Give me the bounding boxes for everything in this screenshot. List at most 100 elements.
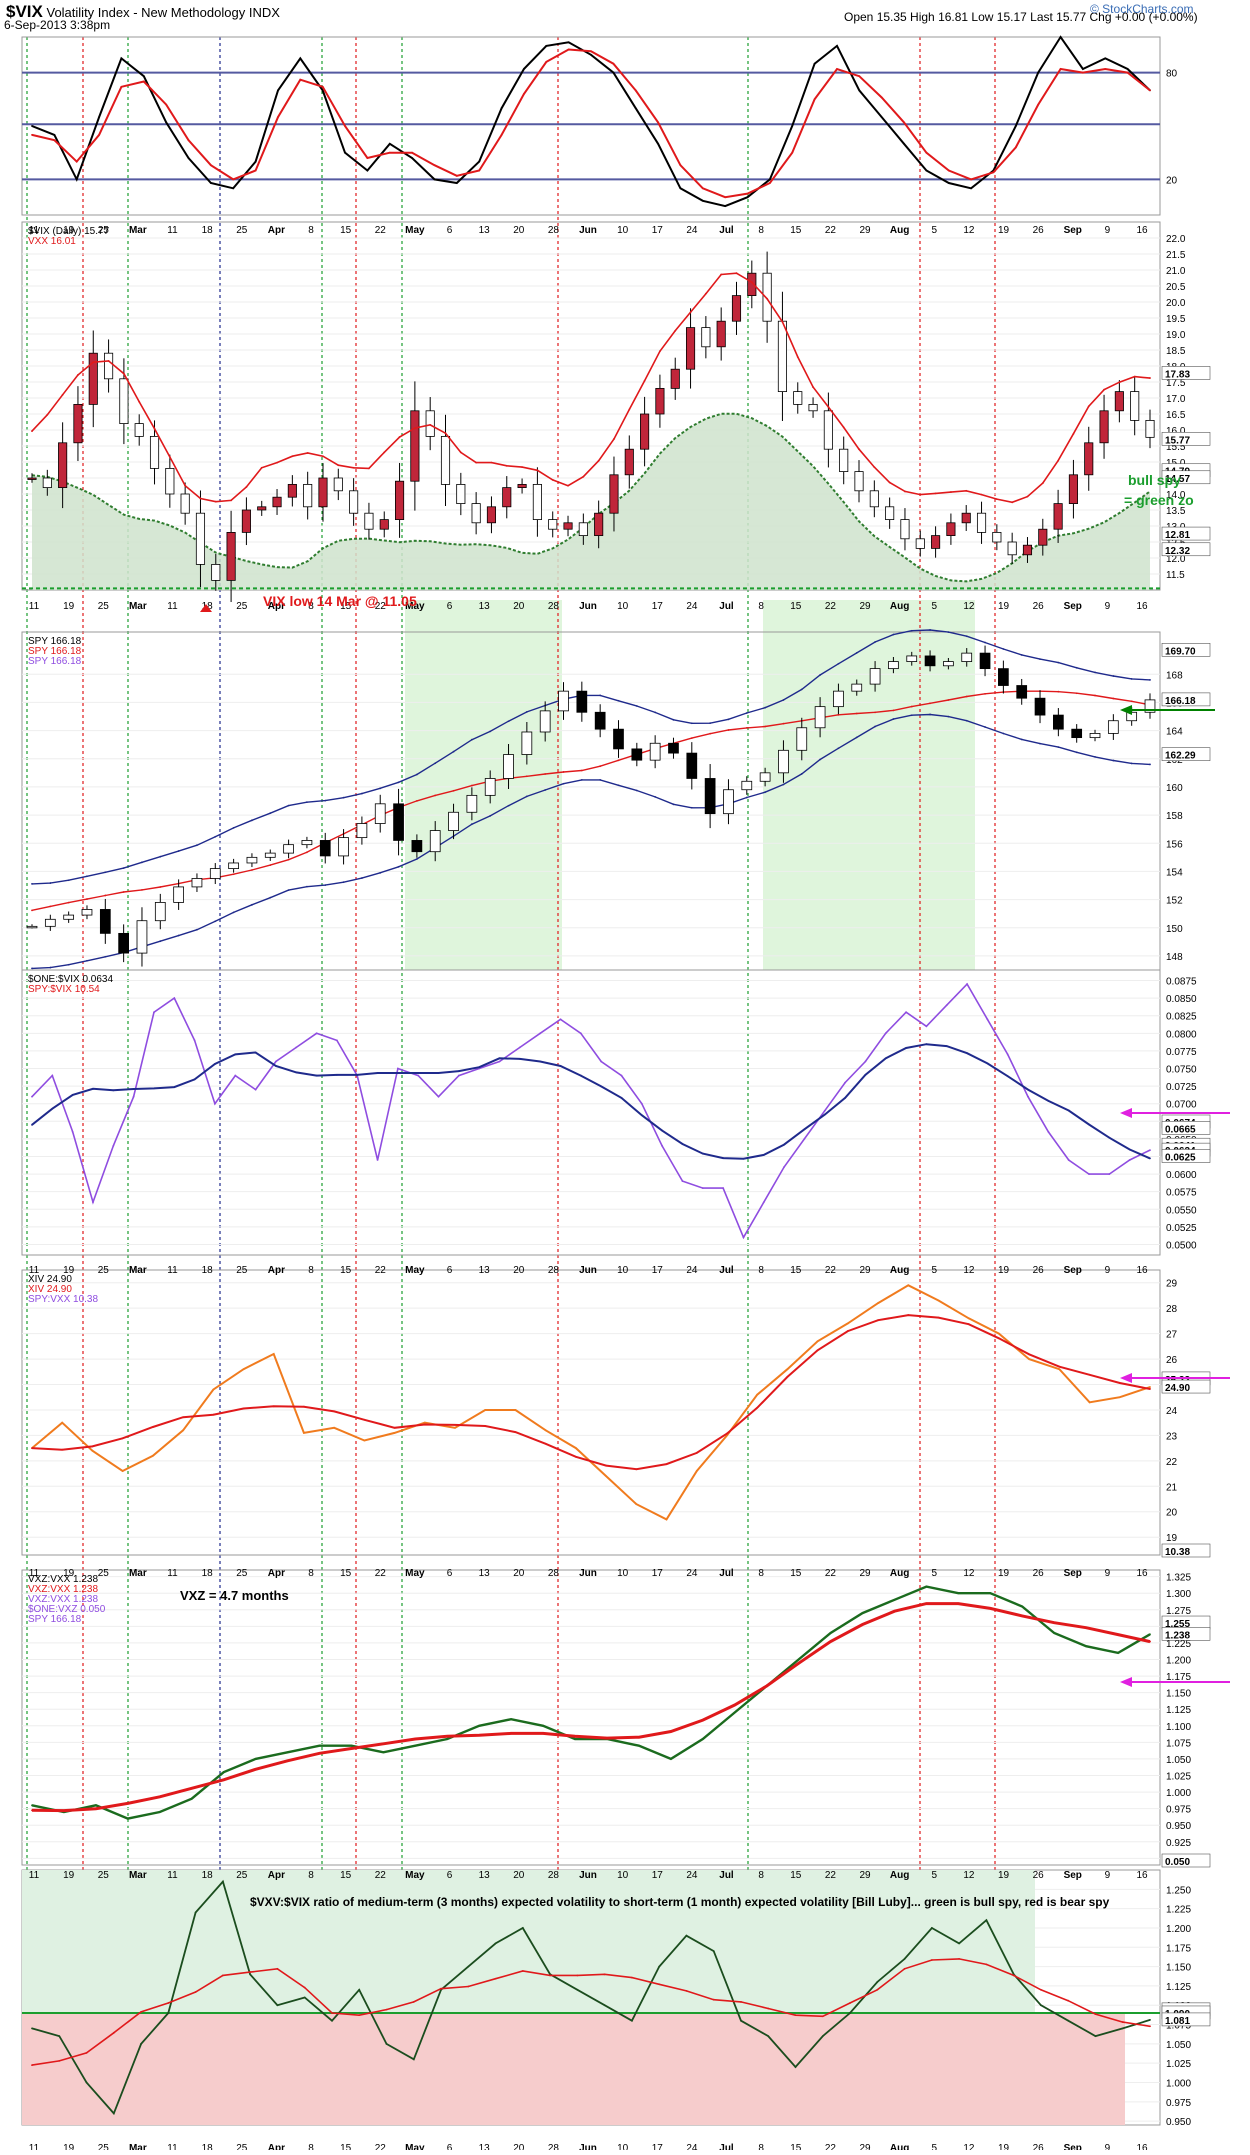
vix-daily-candle-46 [731, 295, 742, 322]
site-credit[interactable]: © StockCharts.com [1090, 2, 1194, 16]
xlabel-4-16: Jun [579, 1870, 597, 1881]
xiv-point-0-26 [816, 1340, 819, 1343]
spy-point-ma50-57 [1075, 692, 1078, 695]
vxz-point-0-5 [190, 1797, 193, 1800]
rsi-point-1-8 [209, 164, 212, 167]
rsi-point-0-42 [970, 187, 973, 190]
spy-point-ma50-58 [1094, 694, 1096, 697]
vxz-point-0-4 [158, 1811, 161, 1813]
vxz-point-0-10 [350, 1744, 353, 1747]
xlabel-3-31: 9 [1105, 1568, 1111, 1579]
vix-daily-candle-51 [808, 403, 818, 412]
spy-candle-6 [136, 920, 148, 954]
rsi-point-1-1 [53, 139, 56, 142]
xlabel-4-21: 8 [758, 1870, 764, 1881]
vxz-point-ma-17 [574, 1735, 576, 1738]
rsi-point-1-49 [1126, 71, 1129, 74]
vix-daily-point-vxx-21 [352, 466, 355, 469]
xlabel-4-20: Jul [719, 1870, 734, 1881]
spy-point-bb-lower-53 [1002, 732, 1005, 735]
spy-point-bb-upper-9 [196, 844, 198, 847]
vxz-point-ma-29 [957, 1602, 960, 1605]
xiv-point-ma-30 [937, 1316, 940, 1319]
vix-daily-point-vxx-51 [812, 386, 814, 389]
one-vix-point-ma-39 [823, 1113, 826, 1116]
rsi-point-0-33 [768, 178, 771, 181]
vxz-legend-3: $ONE:VXZ 0.050 [28, 1604, 106, 1615]
vix-daily-candle-61 [961, 512, 971, 524]
spy-point-bb-lower-4 [104, 955, 107, 958]
vxz-point-0-32 [1053, 1632, 1056, 1634]
xlabel-1-0: 11 [29, 601, 40, 612]
vxz-point-ma-28 [925, 1602, 928, 1605]
xlabel-5-6: 25 [236, 2143, 248, 2150]
rsi-frame [21, 36, 1161, 216]
spy-point-ma50-22 [434, 794, 437, 797]
symbol: $VIX [6, 2, 43, 21]
vxv-vix-ytick-9: 1.175 [1166, 1943, 1191, 1954]
xiv-point-ma-17 [544, 1442, 547, 1445]
spy-point-ma50-0 [31, 909, 33, 912]
rsi-point-1-37 [858, 75, 861, 78]
spy-point-bb-upper-42 [800, 688, 803, 691]
vix-daily-candle-23 [379, 519, 389, 530]
vix-daily-point-vxx-29 [475, 461, 478, 464]
vxv-vix-point-0-13 [385, 2042, 388, 2045]
spy-point-bb-upper-53 [1002, 648, 1005, 650]
vxz-point-ma-32 [1053, 1621, 1056, 1624]
spy-point-ma50-3 [86, 898, 88, 900]
spy-point-bb-lower-31 [599, 778, 602, 781]
vxz-series-ma [31, 1602, 1151, 1813]
rsi-point-1-25 [590, 50, 592, 53]
xlabel-5-8: 8 [308, 2143, 314, 2150]
xlabel-4-14: 20 [513, 1870, 525, 1881]
one-vix-point-0-24 [518, 1046, 521, 1049]
spy-candle-0 [26, 925, 38, 929]
xiv-vlabel-box-0 [1161, 1543, 1211, 1558]
xlabel-0-14: 20 [513, 225, 525, 236]
spy-point-bb-lower-49 [929, 713, 931, 716]
xiv-point-0-14 [454, 1426, 456, 1429]
vxz-ytick-15: 1.275 [1166, 1606, 1191, 1617]
one-vix-point-ma-46 [966, 1052, 968, 1055]
vix-daily-point-vxx-23 [383, 451, 386, 454]
one-vix-point-0-2 [71, 1130, 74, 1133]
spy-point-ma50-47 [892, 709, 895, 712]
vxz-vlabel-2: 0.050 [1165, 1857, 1190, 1868]
vxz-point-ma-18 [606, 1737, 608, 1739]
vxv-vix-point-0-17 [494, 1942, 497, 1945]
xlabel-1-11: May [405, 601, 425, 612]
vxv-vix-point-0-28 [794, 2066, 797, 2068]
xiv-vlabel-2: 24.90 [1165, 1383, 1190, 1394]
spy-point-ma50-51 [965, 695, 968, 698]
one-vix-point-0-41 [864, 1060, 867, 1063]
vxz-point-ma-23 [765, 1685, 768, 1687]
one-vix-frame [21, 969, 1161, 1256]
vix-daily-point-vxx-48 [766, 297, 769, 300]
vix-daily-point-vxx-1 [46, 413, 49, 416]
spy-point-bb-upper-4 [104, 871, 107, 874]
vxz-vlabel-0: 1.255 [1165, 1619, 1190, 1630]
vxz-ytick-1: 0.925 [1166, 1838, 1191, 1849]
vxv-vix-ytick-8: 1.150 [1166, 1963, 1191, 1974]
spy-point-bb-lower-55 [1039, 742, 1041, 745]
spy-candle-59 [1107, 720, 1119, 734]
one-vix-point-ma-42 [884, 1057, 887, 1060]
vxz-legend-1: VXZ:VXX 1.238 [28, 1584, 98, 1595]
one-vix-point-0-31 [661, 1145, 664, 1147]
one-vix-point-0-43 [905, 1011, 907, 1014]
vxz-point-0-13 [446, 1738, 449, 1740]
rsi-point-0-39 [903, 142, 905, 145]
xlabel-4-26: 5 [931, 1870, 937, 1881]
xiv-point-0-10 [333, 1426, 336, 1429]
vxv-vix-point-ma-24 [685, 1989, 688, 1992]
xlabel-4-30: Sep [1064, 1870, 1082, 1881]
xiv-point-ma-36 [1118, 1382, 1121, 1384]
pointer-arrowhead-3 [1120, 1677, 1132, 1687]
xlabel-4-5: 18 [202, 1870, 214, 1881]
one-vix-point-0-55 [1149, 1149, 1151, 1152]
vix-daily-point-vxx-17 [291, 455, 294, 458]
xlabel-5-3: Mar [129, 2143, 147, 2150]
spy-point-bb-upper-24 [470, 738, 473, 741]
vix-daily-point-vxx-20 [337, 464, 340, 467]
